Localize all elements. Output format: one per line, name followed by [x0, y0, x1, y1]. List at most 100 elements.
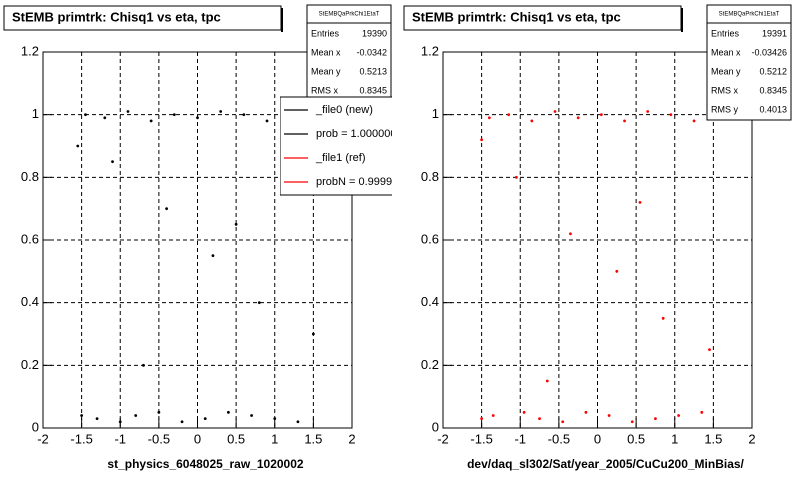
point [677, 414, 681, 417]
stats-value: 0.4013 [759, 104, 787, 114]
point [538, 417, 541, 420]
point [487, 116, 491, 120]
stats-value: -0.03426 [751, 47, 787, 57]
y-tick-label: 0 [432, 419, 439, 434]
x-tick-label: -0.5 [548, 431, 570, 446]
point [507, 113, 511, 117]
legend-label: _file0 (new) [315, 104, 373, 116]
point [265, 119, 269, 123]
x-tick-label: 0 [594, 431, 601, 446]
y-tick-label: 0 [32, 419, 39, 434]
x-tick-label: 0.5 [227, 431, 245, 446]
point [203, 417, 207, 420]
point [126, 110, 130, 113]
point [514, 175, 518, 179]
stats-label: Mean x [311, 47, 341, 57]
legend: _file0 (new) prob = 1.000000 _file1 (ref) p… [280, 96, 398, 196]
title-box [3, 5, 282, 31]
stats-title: StEMBQaPrkChi1EtaT [319, 12, 380, 18]
y-tick-label: 0.2 [21, 357, 39, 372]
stats-label: RMS x [311, 85, 339, 95]
stats-label: Mean y [711, 66, 741, 76]
x-tick-label: 2 [748, 431, 755, 446]
point [646, 110, 650, 113]
point [623, 119, 626, 123]
point [553, 110, 557, 113]
point [234, 222, 238, 226]
point [522, 410, 526, 414]
point [576, 116, 580, 120]
point [157, 410, 161, 414]
point [227, 410, 230, 414]
title-shadow [281, 8, 283, 32]
x-tick-label: 2 [348, 431, 355, 446]
stats-label: RMS y [711, 104, 739, 114]
point [661, 316, 665, 320]
point [134, 414, 138, 417]
y-tick-label: 0.6 [421, 231, 439, 246]
point [708, 348, 711, 352]
x-tick-label: -0.5 [148, 431, 170, 446]
point [569, 232, 572, 236]
point [103, 116, 107, 120]
stats-box [706, 4, 792, 121]
y-tick-label: 1.2 [421, 43, 439, 58]
x-tick-label: 1 [671, 431, 678, 446]
point [480, 417, 484, 420]
stats-label: Mean x [711, 47, 741, 57]
stats-value: 19391 [762, 28, 787, 38]
plot: -2 -1.5 -1 -0.5 0 0.5 1 1.5 2 0 0.2 0.4 0.6 0.8 1 1.2 [421, 43, 756, 446]
point [76, 144, 80, 148]
point [242, 113, 246, 117]
x-tick-label: 1.5 [704, 431, 722, 446]
y-tick-label: 0.8 [21, 169, 39, 184]
point [211, 254, 215, 258]
point [80, 414, 84, 417]
title-box [403, 5, 682, 31]
x-tick-label: -2 [37, 431, 49, 446]
chart-title: StEMB primtrk: Chisq1 vs eta, tpc [412, 9, 621, 24]
x-tick-label: -1.5 [70, 431, 92, 446]
y-tick-label: 0.4 [21, 294, 39, 309]
x-axis-label: st_physics_6048025_raw_1020002 [107, 457, 303, 471]
x-tick-label: -2 [437, 431, 449, 446]
legend-box [280, 96, 392, 196]
y-tick-label: 1.2 [21, 43, 39, 58]
stats-value: 0.8345 [759, 85, 787, 95]
point [584, 410, 588, 414]
x-axis-label: dev/daq_sl302/Sat/year_2005/CuCu200_MinB… [467, 457, 744, 471]
y-tick-label: 1 [432, 106, 439, 121]
stats-title: StEMBQaPrkChi1EtaT [719, 12, 780, 18]
stats-label: Mean y [311, 66, 341, 76]
stats-box [306, 4, 392, 102]
y-tick-label: 1 [32, 106, 39, 121]
point [165, 207, 169, 211]
y-tick-label: 0.4 [421, 294, 439, 309]
point [149, 119, 153, 123]
point [700, 410, 704, 414]
legend-label: probN = 0.99999 [316, 176, 398, 188]
point [95, 417, 99, 420]
point [118, 420, 122, 424]
point [545, 379, 549, 383]
y-tick-label: 0.8 [421, 169, 439, 184]
x-tick-label: -1 [514, 431, 526, 446]
point [607, 414, 611, 417]
point [257, 301, 261, 305]
x-tick-label: 1.5 [304, 431, 322, 446]
stats-label: RMS x [711, 85, 739, 95]
point [669, 113, 673, 117]
stats-value: 0.5213 [359, 66, 387, 76]
point [638, 201, 642, 204]
point [172, 113, 176, 117]
point [480, 138, 484, 142]
x-tick-label: 0 [194, 431, 201, 446]
stats-value: -0.0342 [356, 47, 387, 57]
stats-value: 0.8345 [359, 85, 387, 95]
point [630, 420, 634, 424]
x-tick-label: -1 [114, 431, 126, 446]
point [180, 420, 184, 424]
x-tick-label: 1 [271, 431, 278, 446]
point [654, 417, 657, 420]
